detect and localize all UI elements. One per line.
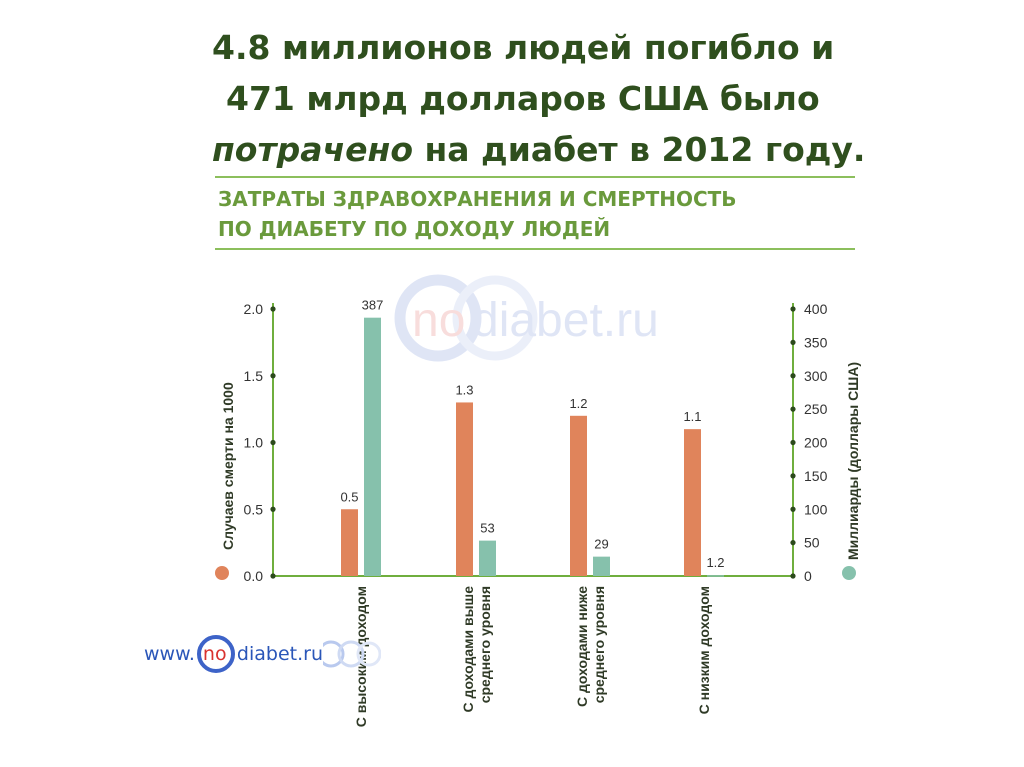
- chart-subtitle: ЗАТРАТЫ ЗДРАВОХРАНЕНИЯ И СМЕРТНОСТЬ ПО Д…: [218, 184, 737, 244]
- left-tick-label: 0.5: [244, 501, 264, 517]
- left-tick-label: 2.0: [244, 301, 264, 317]
- deaths-bar: [456, 402, 473, 576]
- headline-line-3-italic: потрачено: [212, 130, 413, 169]
- website-prefix: www.: [144, 643, 195, 665]
- right-tick-dot: [790, 473, 796, 479]
- left-tick-dot: [270, 306, 276, 312]
- headline-line-3-rest: на диабет в 2012 году.: [413, 130, 866, 169]
- subtitle-line-1: ЗАТРАТЫ ЗДРАВОХРАНЕНИЯ И СМЕРТНОСТЬ: [218, 187, 737, 211]
- left-tick-dot: [270, 506, 276, 512]
- headline-line-3: потрачено на диабет в 2012 году.: [212, 124, 932, 175]
- headline-line-2: 471 млрд долларов США было: [226, 79, 820, 118]
- watermark-prefix: no: [412, 294, 465, 347]
- deaths-bar: [684, 429, 701, 576]
- right-tick-dot: [790, 439, 796, 446]
- website-suffix: diabet.ru: [236, 643, 323, 665]
- spend-value-label: 1.2: [706, 555, 724, 570]
- left-axis-title: Случаев смерти на 1000: [220, 382, 236, 550]
- right-axis-title: Миллиарды (доллары США): [845, 362, 861, 560]
- category-label: С низким доходом: [696, 586, 712, 714]
- right-tick-dot: [790, 306, 796, 312]
- right-tick-label: 400: [804, 301, 828, 317]
- category-label-line: С высоким доходом: [353, 586, 369, 727]
- watermark: no diabet.ru: [394, 274, 659, 362]
- spend-value-label: 387: [362, 298, 384, 313]
- spend-bar: [479, 540, 496, 576]
- headline: 4.8 миллионов людей погибло и 471 млрд д…: [212, 22, 932, 175]
- left-tick-dot: [270, 573, 276, 579]
- category-label-line: С доходами ниже: [574, 586, 590, 707]
- spend-bar: [707, 575, 724, 577]
- watermark-rest: diabet.ru: [472, 294, 659, 347]
- right-tick-dot: [790, 373, 796, 379]
- right-tick-dot: [790, 573, 796, 579]
- right-tick-dot: [790, 506, 796, 512]
- category-label-line: С низким доходом: [696, 586, 712, 714]
- right-tick-label: 0: [804, 568, 812, 584]
- deaths-value-label: 0.5: [340, 489, 358, 504]
- right-tick-label: 350: [804, 334, 828, 350]
- spend-bar: [593, 556, 610, 576]
- right-tick-label: 100: [804, 501, 828, 517]
- right-tick-dot: [790, 540, 796, 546]
- left-tick-dot: [270, 439, 276, 446]
- watermark-ring-2: [452, 275, 538, 361]
- deaths-value-label: 1.2: [569, 396, 587, 411]
- category-label-line: С доходами выше: [460, 586, 476, 713]
- right-tick-label: 250: [804, 401, 828, 417]
- deaths-bar: [570, 415, 587, 576]
- bottom-rule: [215, 248, 855, 250]
- logo-rings-icon: [323, 640, 381, 668]
- right-tick-dot: [790, 339, 796, 345]
- left-tick-label: 1.5: [244, 368, 264, 384]
- deaths-legend-dot: [215, 566, 229, 580]
- category-label-line: среднего уровня: [591, 586, 607, 703]
- subtitle-line-2: ПО ДИАБЕТУ ПО ДОХОДУ ЛЮДЕЙ: [218, 217, 611, 241]
- deaths-value-label: 1.3: [455, 382, 473, 397]
- left-tick-label: 1.0: [244, 435, 264, 451]
- deaths-bar: [341, 509, 358, 576]
- website-link[interactable]: www. no diabet.ru: [144, 635, 381, 673]
- logo-icon: no: [196, 635, 235, 673]
- headline-line-1: 4.8 миллионов людей погибло и: [212, 28, 835, 67]
- spend-bar: [364, 317, 381, 576]
- category-label: С доходами вышесреднего уровня: [460, 586, 493, 713]
- plot-area: 0.0 0.5 1.0 1.5 2.0 0 50 100 150 200 250 300 350 400 С…: [215, 298, 861, 727]
- right-tick-label: 150: [804, 468, 828, 484]
- left-tick-dot: [270, 373, 276, 379]
- top-rule: [215, 176, 855, 178]
- category-label: С высоким доходом: [353, 586, 369, 727]
- category-label-line: среднего уровня: [477, 586, 493, 703]
- website-logo-text: no: [202, 643, 227, 665]
- watermark-ring-1: [394, 274, 482, 362]
- spend-value-label: 53: [480, 521, 494, 536]
- right-tick-dot: [790, 406, 796, 412]
- spend-value-label: 29: [594, 537, 608, 552]
- right-tick-label: 300: [804, 368, 828, 384]
- category-label: С доходами нижесреднего уровня: [574, 586, 607, 707]
- right-tick-label: 200: [804, 435, 828, 451]
- spend-legend-dot: [842, 566, 856, 580]
- deaths-value-label: 1.1: [683, 409, 701, 424]
- right-tick-label: 50: [804, 535, 820, 551]
- left-tick-label: 0.0: [244, 568, 264, 584]
